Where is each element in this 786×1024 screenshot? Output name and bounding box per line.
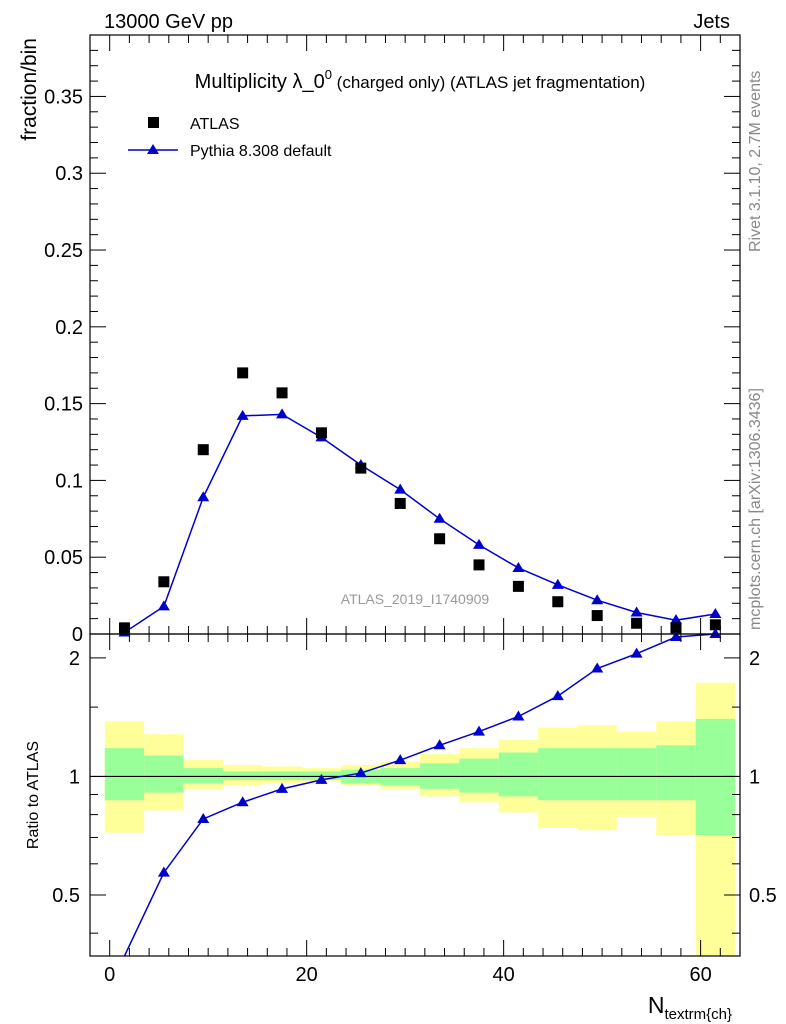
atlas-point (197, 444, 209, 456)
pythia-ratio-point (709, 628, 722, 638)
ratio-band-green (104, 748, 145, 801)
legend: ATLAS Pythia 8.308 default (128, 116, 332, 160)
y-tick-label: 0.2 (55, 317, 83, 339)
ratio-band-green (183, 768, 223, 784)
upper-plot-area: 0 0.05 0.1 0.15 0.2 0.25 0.3 0.35 (44, 35, 741, 646)
pythia-ratio-line (123, 633, 716, 957)
mcplots-reference-text: mcplots.cern.ch [arXiv:1306.3436] (747, 388, 764, 630)
atlas-point (591, 610, 603, 622)
ratio-y-tick-label-right: 2 (749, 648, 760, 670)
pythia-point (709, 608, 722, 619)
atlas-point (631, 617, 643, 629)
x-axis-label: Ntextrm{ch} (648, 992, 732, 1023)
rivet-version-text: Rivet 3.1.10, 2.7M events (747, 71, 764, 252)
atlas-point (434, 533, 446, 545)
ratio-y-tick-label-left: 0.5 (52, 885, 80, 907)
x-tick-label: 40 (493, 964, 515, 986)
pythia-point (630, 606, 643, 617)
legend-pythia-marker (147, 144, 159, 154)
pythia-point (433, 512, 446, 523)
pythia-ratio-point (669, 631, 682, 642)
ratio-band-green (262, 771, 302, 780)
pythia-ratio-point (197, 812, 210, 823)
upper-panel: 0 0.05 0.1 0.15 0.2 0.25 0.3 0.35 Multiplicity … (18, 34, 741, 646)
ratio-band-green (144, 755, 184, 793)
pythia-ratio-point (591, 662, 604, 673)
pythia-point (512, 561, 525, 572)
pythia-point (197, 491, 210, 502)
legend-atlas-marker (148, 117, 159, 128)
ratio-band-green (222, 771, 263, 780)
atlas-point (394, 497, 406, 509)
pythia-ratio-point (630, 647, 643, 658)
atlas-point (552, 596, 564, 608)
ratio-y-tick-label-right: 1 (749, 766, 760, 788)
ratio-plot-area: 0.5 0.51 12 20 20 40 60 (52, 628, 777, 986)
pythia-point (591, 594, 604, 605)
pythia-point (157, 600, 170, 611)
atlas-point (670, 622, 682, 634)
y-tick-label: 0.25 (44, 240, 83, 262)
pythia-ratio-point (315, 773, 328, 784)
legend-pythia-label: Pythia 8.308 default (190, 143, 332, 160)
atlas-point (355, 462, 367, 474)
pythia-ratio-point (433, 739, 446, 750)
pythia-ratio-point (157, 866, 170, 877)
ratio-y-tick-label-left: 1 (69, 766, 80, 788)
pythia-ratio-point (512, 710, 525, 721)
pythia-ratio-point (276, 782, 289, 793)
pythia-ratio-point (354, 767, 367, 778)
y-tick-label: 0.15 (44, 394, 83, 416)
header-process: 13000 GeV pp (104, 11, 233, 33)
ratio-band-green (459, 758, 499, 793)
ratio-band-green (616, 748, 657, 801)
x-tick-label: 0 (104, 964, 115, 986)
atlas-point (276, 387, 288, 399)
y-axis-label: fraction/bin (18, 38, 41, 141)
pythia-point (669, 614, 682, 625)
atlas-point (158, 576, 170, 588)
pythia-point (551, 578, 564, 589)
pythia-ratio-point (236, 796, 249, 807)
legend-atlas-label: ATLAS (190, 116, 240, 133)
ratio-band-green (538, 748, 578, 801)
ratio-band-green (498, 752, 539, 797)
atlas-point (315, 427, 327, 439)
chart-title: Multiplicity λ_00 (charged only) (ATLAS … (195, 67, 646, 93)
ratio-frame (89, 633, 741, 957)
y-tick-label: 0 (72, 624, 83, 646)
pythia-point (276, 408, 289, 419)
ratio-band-green (577, 748, 617, 801)
y-tick-label: 0.05 (44, 547, 83, 569)
analysis-watermark: ATLAS_2019_I1740909 (341, 591, 490, 607)
pythia-line (124, 413, 716, 634)
upper-frame (89, 34, 741, 635)
pythia-ratio-point (551, 690, 564, 701)
atlas-point (709, 619, 721, 631)
y-tick-label: 0.1 (55, 470, 83, 492)
ratio-band-green (656, 745, 696, 801)
y-tick-label: 0.35 (44, 86, 83, 108)
atlas-point (512, 580, 524, 592)
header-category: Jets (693, 11, 730, 33)
pythia-point (236, 409, 249, 420)
ratio-y-tick-label-left: 2 (69, 648, 80, 670)
pythia-point (473, 538, 486, 549)
pythia-point (394, 483, 407, 494)
atlas-point (237, 367, 249, 379)
x-tick-label: 60 (689, 964, 711, 986)
atlas-point (473, 559, 485, 571)
ratio-y-axis-label: Ratio to ATLAS (25, 741, 42, 849)
ratio-y-tick-label-right: 0.5 (749, 885, 777, 907)
ratio-panel: 0.5 0.51 12 20 20 40 60 Ratio to ATLAS Ntextrm… (25, 628, 777, 1023)
atlas-point (118, 622, 130, 634)
x-tick-label: 20 (296, 964, 318, 986)
pythia-ratio-point (473, 725, 486, 736)
y-tick-label: 0.3 (55, 163, 83, 185)
pythia-ratio-point (394, 754, 407, 765)
